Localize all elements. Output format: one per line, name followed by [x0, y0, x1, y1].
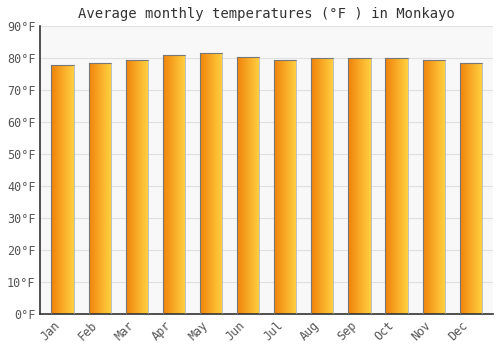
Title: Average monthly temperatures (°F ) in Monkayo: Average monthly temperatures (°F ) in Mo… — [78, 7, 455, 21]
